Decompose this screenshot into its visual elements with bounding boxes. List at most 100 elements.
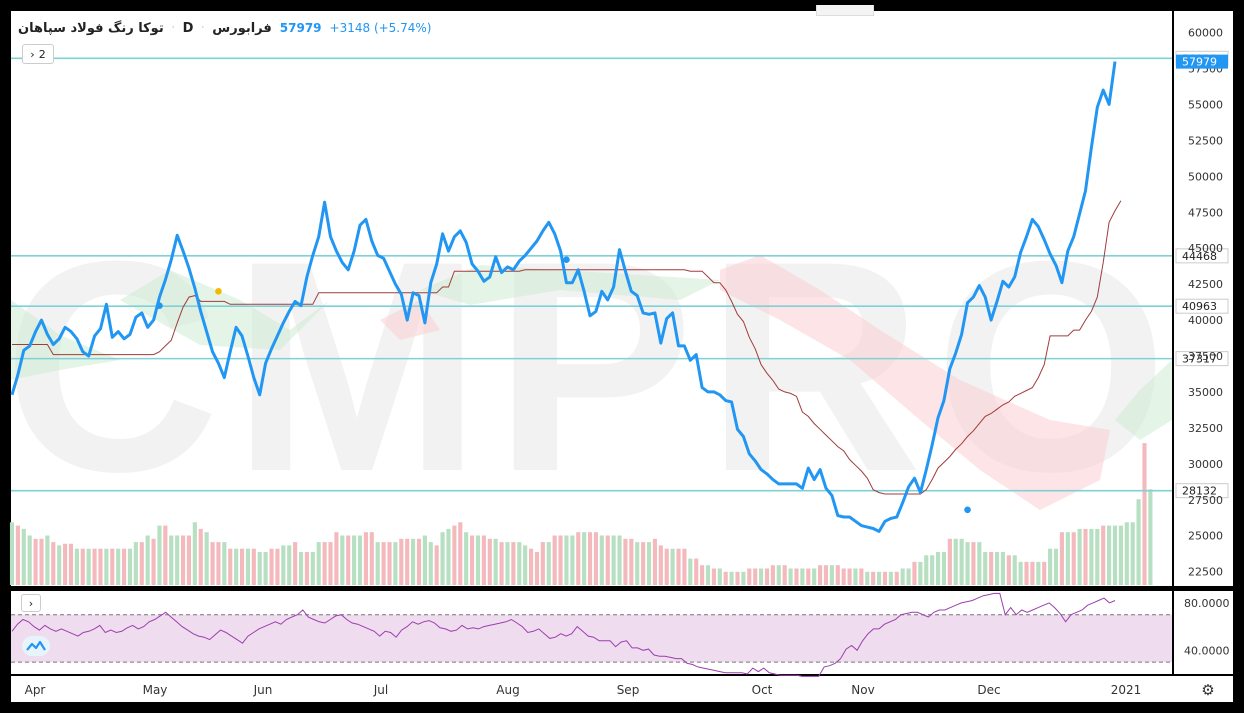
x-tick-label: Sep (617, 683, 640, 697)
volume-bar (829, 565, 834, 585)
y-tick-label: 45000 (1188, 242, 1223, 255)
volume-bar (151, 538, 156, 585)
volume-bar (505, 542, 510, 585)
volume-bar (853, 568, 858, 585)
signal-marker (563, 256, 570, 263)
x-tick-label: Jul (373, 683, 388, 697)
volume-bar (222, 542, 227, 585)
ichimoku-cloud (11, 255, 1172, 510)
volume-bar (876, 571, 882, 585)
price-series-line (10, 61, 1117, 533)
volume-bar (251, 548, 256, 585)
volume-bar (841, 568, 846, 585)
volume-bar (1077, 528, 1082, 585)
volume-bar (180, 535, 186, 585)
volume-bar (1018, 561, 1023, 585)
volume-bar (641, 542, 646, 585)
volume-bar (994, 552, 1000, 585)
volume-bar (629, 538, 634, 585)
volume-bar (346, 535, 351, 585)
legend: توکا رنگ فولاد سپاهان · D · فرابورس 5797… (18, 18, 431, 38)
top-toolbar-handle[interactable] (816, 5, 874, 16)
y-tick-label: 50000 (1188, 170, 1223, 183)
volume-bar (888, 571, 893, 585)
volume-bar (1101, 525, 1106, 585)
volume-bar (1024, 561, 1029, 585)
volume-bar (169, 535, 174, 585)
volume-bar (116, 548, 121, 585)
y-tick-label: 32500 (1188, 422, 1223, 435)
volume-bar (110, 548, 115, 585)
volume-bar (422, 535, 427, 585)
level-label-box (1175, 483, 1229, 499)
volume-bar (835, 565, 840, 585)
collapse-indicators-button[interactable]: › 2 (22, 44, 54, 64)
volume-bar (1083, 528, 1088, 585)
signal-marker (156, 302, 163, 309)
volume-bar (546, 542, 551, 585)
volume-bar (1030, 561, 1035, 585)
volume-bar (776, 565, 781, 585)
volume-bar (818, 565, 823, 585)
volume-bar (770, 565, 775, 585)
volume-bar (434, 545, 439, 585)
volume-bar (747, 568, 752, 585)
chevron-right-icon: › (28, 596, 34, 610)
volume-bar (1118, 525, 1123, 585)
volume-bar (599, 535, 604, 585)
tradingview-logo[interactable] (22, 636, 50, 656)
cloud-region (120, 270, 330, 350)
volume-bar (682, 548, 687, 585)
x-tick-label: Jun (253, 683, 273, 697)
symbol-name[interactable]: توکا رنگ فولاد سپاهان (18, 20, 164, 36)
indicator-count: 2 (38, 47, 46, 61)
volume-bar (935, 552, 941, 585)
volume-bar (611, 535, 616, 585)
y-tick-label: 25000 (1188, 530, 1223, 543)
volume-bar (80, 548, 85, 585)
volume-bar (582, 532, 587, 585)
expand-rsi-button[interactable]: › (21, 594, 41, 612)
volume-bar (623, 538, 628, 585)
volume-bar (475, 535, 481, 585)
volume-bar (753, 568, 758, 585)
x-tick-label: 2021 (1111, 683, 1142, 697)
volume-bar (700, 565, 705, 585)
volume-bar (741, 571, 746, 585)
volume-bar (86, 548, 91, 585)
volume-bar (21, 528, 26, 585)
volume-bar (1130, 522, 1135, 585)
volume-bar (517, 542, 522, 585)
gear-icon[interactable]: ⚙ (1201, 681, 1215, 699)
volume-bar (352, 535, 357, 585)
y-tick-label: 47500 (1188, 206, 1223, 219)
volume-bar (192, 522, 197, 585)
volume-bar (293, 542, 298, 585)
volume-bar (717, 568, 722, 585)
volume-bar (198, 528, 203, 585)
x-tick-label: Aug (496, 683, 519, 697)
y-tick-label: 42500 (1188, 278, 1223, 291)
volume-bar (275, 548, 280, 585)
chevron-right-icon: › (30, 47, 35, 61)
volume-bar (941, 552, 947, 585)
volume-bar (458, 522, 463, 585)
volume-bar (871, 571, 876, 585)
volume-bar (57, 545, 62, 585)
volume-bar (257, 552, 262, 585)
volume-bar (122, 548, 127, 585)
volume-bar (340, 535, 345, 585)
rsi-axis (1174, 591, 1233, 674)
cloud-region (1115, 360, 1172, 440)
volume-bar (269, 548, 274, 585)
level-label: 37317 (1182, 353, 1217, 366)
volume-bar (523, 545, 528, 585)
volume-bar (528, 548, 534, 585)
rsi-tick-label: 80.0000 (1184, 597, 1230, 610)
volume-bar (98, 548, 103, 585)
legend-separator-dot: · (201, 23, 205, 33)
volume-bar (9, 522, 15, 585)
volume-bar (658, 545, 663, 585)
volume-bar (369, 532, 374, 585)
